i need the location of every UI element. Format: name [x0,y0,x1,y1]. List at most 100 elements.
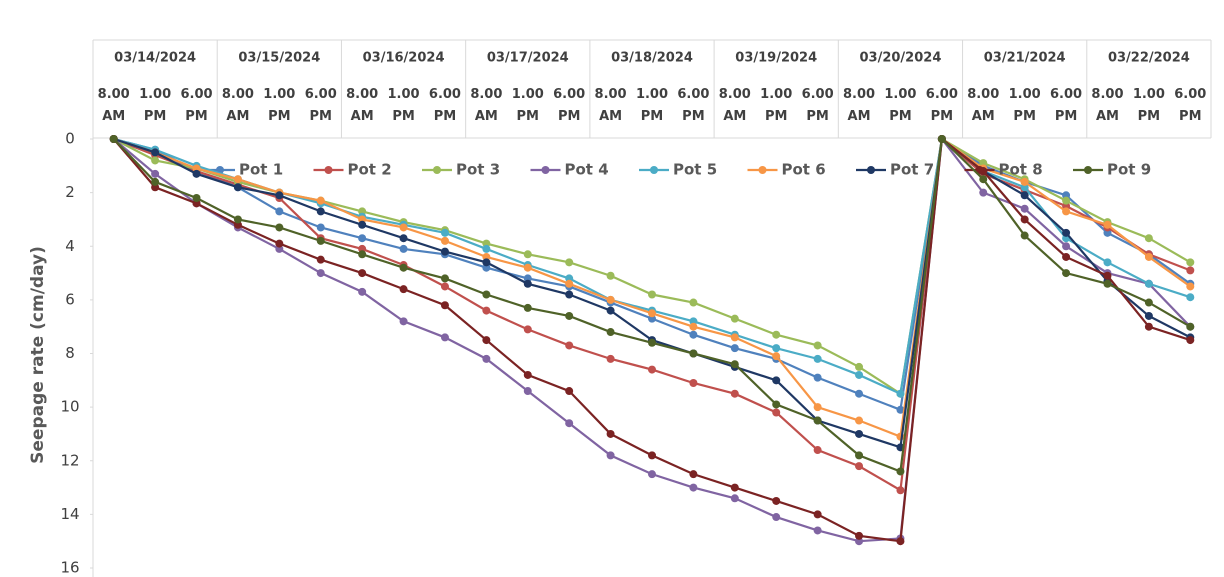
data-point [523,387,532,396]
data-point [648,338,656,347]
y-axis-label: Seepage rate (cm/day) [28,246,48,464]
x-tick-label: 6.00 PM [1174,87,1207,124]
date-label: 03/19/2024 [735,51,817,66]
legend-label: Pot 2 [348,161,392,179]
data-point [855,389,864,398]
data-point [772,344,781,353]
data-point [275,223,284,232]
data-point [730,314,739,323]
legend-marker [867,166,875,174]
x-tick-label: 6.00 PM [428,87,461,124]
x-tick-label: 8.00 AM [718,87,751,124]
data-point [358,220,367,229]
x-tick-label: 6.00 PM [180,87,213,124]
data-point [1062,269,1071,278]
data-point [689,298,698,307]
y-tick-label: 10 [60,398,79,416]
data-point [440,228,449,237]
data-point [358,269,367,278]
x-tick-label: 1.00 PM [387,87,420,124]
date-label: 03/16/2024 [363,51,445,66]
data-point [523,279,532,288]
y-tick-label: 6 [65,290,75,308]
data-point [855,370,864,379]
series-line [112,136,1191,474]
legend-label: Pot 5 [673,161,717,179]
data-point [772,400,781,409]
data-point [233,183,242,192]
data-point [565,419,574,428]
data-point [1186,266,1195,275]
data-point [1103,279,1112,288]
legend-label: Pot 1 [239,161,283,179]
data-point [730,344,739,353]
x-tick-label: 1.00 PM [139,87,172,124]
data-point [648,309,656,318]
data-point [523,325,532,334]
x-tick-label: 1.00 PM [1132,87,1165,124]
data-point [440,236,449,245]
data-point [1062,196,1071,205]
data-point [1186,336,1195,345]
legend-label: Pot 4 [565,161,609,179]
x-tick-label: 8.00 AM [97,87,130,124]
data-point [896,537,905,546]
data-point [151,177,160,186]
data-point [233,215,242,224]
data-point [855,462,864,471]
date-label: 03/14/2024 [114,51,196,66]
data-point [855,429,864,438]
data-point [399,263,408,272]
data-point [855,416,864,425]
data-point [855,451,864,460]
x-tick-label: 8.00 AM [1091,87,1124,124]
data-point [565,311,574,320]
y-tick-label: 4 [65,237,75,255]
data-point [565,258,574,267]
data-point [1103,220,1112,229]
x-tick-label: 6.00 PM [801,87,834,124]
data-point [896,389,905,398]
data-point [730,494,739,503]
data-point [772,513,781,522]
data-point [979,188,988,197]
x-tick-label: 8.00 AM [842,87,876,124]
series-line [113,137,1191,439]
legend-marker [758,166,767,174]
data-point [606,295,615,304]
data-point [523,303,532,312]
data-point [730,360,739,369]
data-point [482,354,491,363]
data-point [1144,311,1153,320]
data-point [1186,282,1195,291]
x-tick-label: 1.00 PM [760,87,793,124]
data-point [358,234,367,243]
data-point [1020,204,1029,213]
data-point [482,336,491,345]
y-tick-label: 8 [65,344,75,362]
data-point [648,290,656,299]
data-point [358,250,367,259]
data-point [606,271,615,280]
data-point [565,290,574,299]
x-tick-label: 8.00 AM [594,87,627,124]
data-point [1186,258,1195,267]
data-point [482,306,491,315]
data-point [1144,322,1153,331]
x-tick-label: 8.00 AM [221,87,254,124]
data-point [399,234,408,243]
legend-label: Pot 9 [1107,161,1151,179]
data-point [440,282,449,291]
data-point [772,330,781,339]
x-tick-label: 1.00 PM [1008,87,1041,124]
data-point [1062,228,1071,237]
data-point [482,244,491,253]
data-point [440,274,449,283]
data-point [316,223,325,232]
data-point [896,467,905,476]
data-point [399,223,408,232]
data-point [606,429,615,438]
data-point [855,362,864,371]
data-point [1144,234,1153,243]
